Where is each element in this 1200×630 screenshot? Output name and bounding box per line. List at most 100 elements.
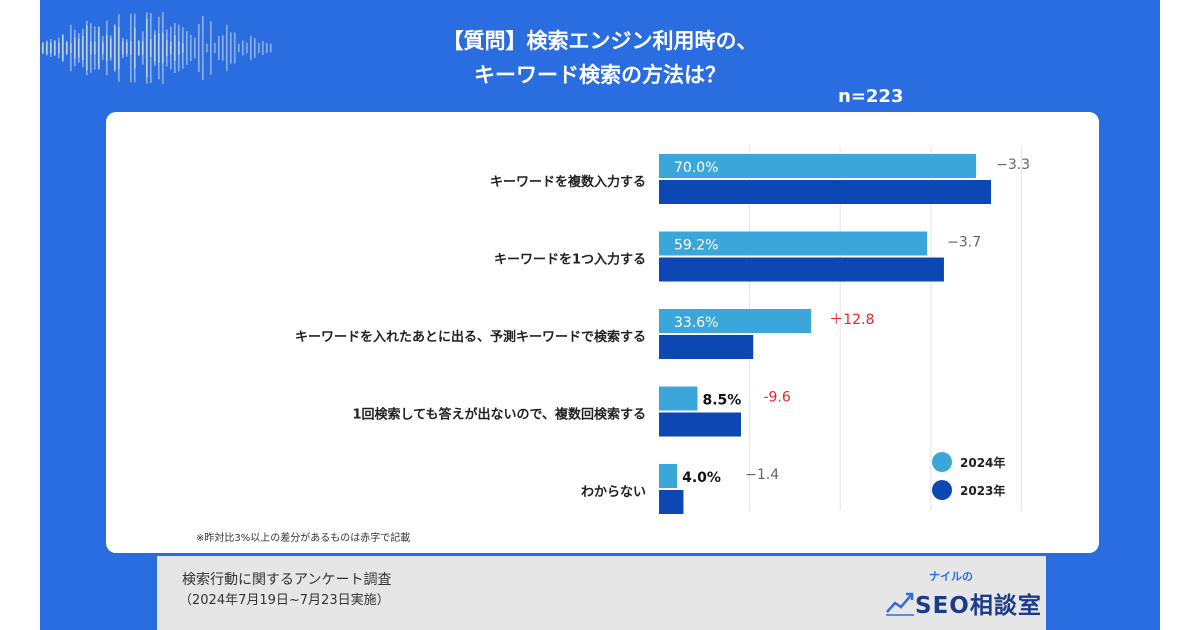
category-label: キーワードを1つ入力する [494,252,646,268]
soundwave-bar [262,41,264,55]
soundwave-bar [114,26,116,70]
soundwave-bar [82,28,84,68]
bar-chart: キーワードを複数入力する 70.0% −3.3 キーワードを1つ入力する 59.2% −3… [295,147,1030,514]
footnote: ※昨対比3%以上の差分があるものは赤字で記載 [196,533,411,544]
survey-title: 検索行動に関するアンケート調査 [182,572,392,588]
soundwave-bar [90,41,92,55]
soundwave-bar [110,38,112,58]
bar-2023 [659,335,754,359]
soundwave-bar [50,42,52,54]
soundwave-bar [94,26,96,70]
soundwave-bar [74,37,76,59]
soundwave-bar [190,34,192,62]
logo: ナイルの SEO相談室 [885,566,1041,622]
category-label: わからない [581,485,646,500]
soundwave-bar [206,43,208,53]
soundwave-bar [130,41,132,55]
soundwave-bar [130,13,132,83]
soundwave-decoration-right [42,11,272,85]
soundwave-bar [150,13,152,83]
bar-2024 [659,309,812,333]
sample-size: n=223 [838,86,904,107]
soundwave-bar [242,40,244,56]
soundwave-bar [142,40,144,56]
soundwave-bar [210,21,212,75]
soundwave-bar [198,23,200,73]
soundwave-bar [234,32,236,64]
soundwave-bar [74,29,76,67]
soundwave-bar [122,41,124,55]
difference-label: -9.6 [764,390,791,406]
soundwave-bar [154,30,156,66]
soundwave-bar [62,34,64,62]
category-label: キーワードを複数入力する [490,174,646,190]
soundwave-bar [258,43,260,53]
soundwave-bar [46,41,48,55]
soundwave-bar [90,23,92,73]
soundwave-bar [118,14,120,82]
soundwave-bar [170,42,172,54]
soundwave-bar [158,16,160,80]
soundwave-bar [174,22,176,74]
soundwave-bar [162,11,164,85]
soundwave-decoration-left [42,13,184,83]
difference-label: ＋12.8 [829,312,874,328]
bar-2024 [659,464,678,488]
soundwave-bar [134,13,136,83]
soundwave-bar [250,35,252,61]
soundwave-bar [214,42,216,54]
legend-label: 2023年 [960,483,1005,498]
soundwave-bar [270,43,272,53]
soundwave-bar [58,37,60,59]
title-line-1: 【質問】検索エンジン利用時の、 [442,29,758,53]
soundwave-bar [54,41,56,55]
soundwave-bar [158,33,160,63]
soundwave-bar [266,43,268,53]
logo-text: SEO相談室 [915,593,1042,619]
soundwave-bar [98,26,100,70]
source-panel: 検索行動に関するアンケート調査 （2024年7月19日~7月23日実施） ナイル… [157,556,1046,630]
soundwave-bar [154,34,156,62]
soundwave-bar [202,16,204,80]
soundwave-bar [126,42,128,54]
soundwave-bar [162,32,164,64]
survey-period: （2024年7月19日~7月23日実施） [179,593,390,608]
soundwave-bar [142,31,144,65]
soundwave-bar [62,35,64,61]
soundwave-bar [146,12,148,84]
soundwave-bar [78,38,80,58]
question-title: 【質問】検索エンジン利用時の、 キーワード検索の方法は？ [0,24,1200,92]
soundwave-bar [178,41,180,55]
category-label: 1回検索しても答えが出ないので、複数回検索する [353,407,647,423]
category-label: キーワードを入れたあとに出る、予測キーワードで検索する [295,329,646,345]
bar-2023 [659,257,944,282]
soundwave-bar [254,38,256,58]
data-label-2024: 70.0% [674,160,718,176]
soundwave-bar [138,40,140,56]
soundwave-bar [66,40,68,56]
bar-2023 [659,412,741,437]
difference-label: −3.7 [947,235,981,251]
soundwave-bar [166,29,168,67]
soundwave-bar [94,41,96,55]
logo-subtitle: ナイルの [929,570,973,583]
soundwave-bar [238,43,240,53]
soundwave-bar [42,42,44,54]
soundwave-bar [218,36,220,60]
soundwave-bar [122,37,124,59]
soundwave-bar [170,26,172,70]
soundwave-bar [166,39,168,57]
soundwave-bar [50,39,52,57]
soundwave-bar [126,39,128,57]
soundwave-bar [246,42,248,54]
soundwave-bar [106,34,108,62]
soundwave-bar [46,40,48,56]
soundwave-bar [134,27,136,69]
data-label-2024: 33.6% [674,315,718,331]
soundwave-bar [106,20,108,76]
soundwave-bar [114,24,116,72]
soundwave-bar [82,35,84,61]
soundwave-bar [138,40,140,56]
bar-2023 [659,490,684,514]
soundwave-bar [42,42,44,54]
